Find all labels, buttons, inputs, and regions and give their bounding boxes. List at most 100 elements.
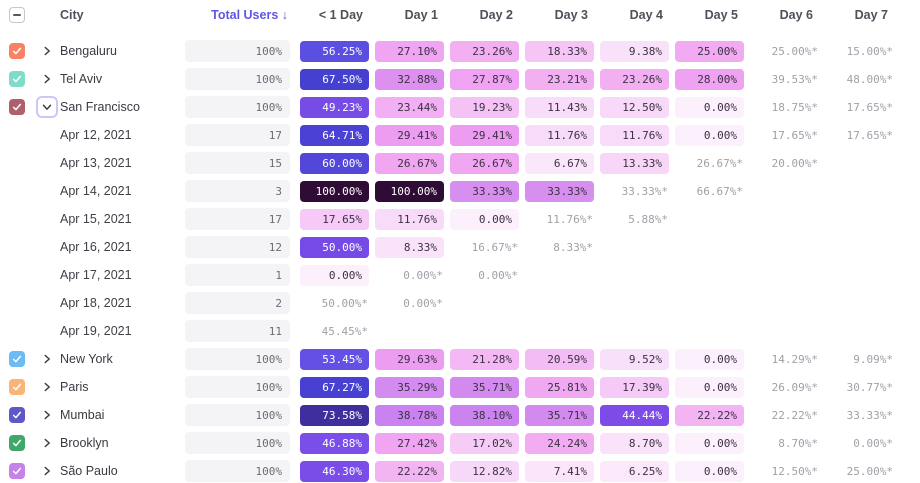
retention-cell-incomplete[interactable]: 45.45%* — [321, 324, 368, 338]
retention-cell[interactable]: 23.26% — [450, 40, 519, 62]
retention-cell[interactable]: 21.28% — [450, 348, 519, 370]
retention-cell[interactable]: 29.63% — [375, 348, 444, 370]
retention-cell[interactable]: 27.87% — [450, 68, 519, 90]
retention-cell[interactable]: 29.41% — [450, 124, 519, 146]
retention-cell-incomplete[interactable]: 15.00%* — [846, 44, 893, 58]
retention-cell[interactable]: 11.76% — [375, 208, 444, 230]
retention-cell[interactable]: 0.00% — [675, 432, 744, 454]
retention-cell[interactable]: 46.88% — [300, 432, 369, 454]
retention-cell[interactable]: 24.24% — [525, 432, 594, 454]
retention-cell[interactable]: 28.00% — [675, 68, 744, 90]
retention-cell[interactable]: 13.33% — [600, 152, 669, 174]
expand-row-button[interactable] — [38, 406, 56, 424]
retention-cell-incomplete[interactable]: 26.09%* — [771, 380, 818, 394]
row-checkbox[interactable] — [9, 99, 25, 115]
retention-cell[interactable]: 9.38% — [600, 40, 669, 62]
retention-cell[interactable]: 17.02% — [450, 432, 519, 454]
retention-cell-incomplete[interactable]: 20.00%* — [771, 156, 818, 170]
row-checkbox[interactable] — [9, 435, 25, 451]
retention-cell[interactable]: 22.22% — [375, 460, 444, 482]
retention-cell[interactable]: 38.78% — [375, 404, 444, 426]
retention-cell-incomplete[interactable]: 0.00%* — [478, 268, 518, 282]
retention-cell-incomplete[interactable]: 17.65%* — [846, 100, 893, 114]
retention-cell-incomplete[interactable]: 66.67%* — [696, 184, 743, 198]
retention-cell[interactable]: 11.76% — [600, 124, 669, 146]
retention-cell[interactable]: 26.67% — [450, 152, 519, 174]
expand-row-button[interactable] — [38, 378, 56, 396]
retention-cell-incomplete[interactable]: 48.00%* — [846, 72, 893, 86]
retention-cell-incomplete[interactable]: 25.00%* — [846, 464, 893, 478]
retention-cell[interactable]: 19.23% — [450, 96, 519, 118]
retention-cell[interactable]: 17.39% — [600, 376, 669, 398]
retention-cell[interactable]: 8.33% — [375, 236, 444, 258]
retention-cell-incomplete[interactable]: 33.33%* — [846, 408, 893, 422]
retention-cell[interactable]: 0.00% — [450, 208, 519, 230]
retention-cell-incomplete[interactable]: 39.53%* — [771, 72, 818, 86]
collapse-row-button[interactable] — [36, 96, 58, 118]
retention-cell[interactable]: 56.25% — [300, 40, 369, 62]
retention-cell[interactable]: 35.29% — [375, 376, 444, 398]
retention-cell[interactable]: 67.50% — [300, 68, 369, 90]
retention-cell[interactable]: 0.00% — [675, 348, 744, 370]
retention-cell[interactable]: 0.00% — [675, 124, 744, 146]
retention-cell[interactable]: 46.30% — [300, 460, 369, 482]
expand-row-button[interactable] — [38, 462, 56, 480]
row-checkbox[interactable] — [9, 379, 25, 395]
retention-cell[interactable]: 33.33% — [525, 180, 594, 202]
retention-cell[interactable]: 33.33% — [450, 180, 519, 202]
retention-cell[interactable]: 25.81% — [525, 376, 594, 398]
retention-cell-incomplete[interactable]: 30.77%* — [846, 380, 893, 394]
retention-cell[interactable]: 38.10% — [450, 404, 519, 426]
retention-cell[interactable]: 35.71% — [450, 376, 519, 398]
expand-row-button[interactable] — [38, 434, 56, 452]
retention-cell-incomplete[interactable]: 17.65%* — [846, 128, 893, 142]
retention-cell-incomplete[interactable]: 25.00%* — [771, 44, 818, 58]
retention-cell-incomplete[interactable]: 16.67%* — [471, 240, 518, 254]
retention-cell[interactable]: 20.59% — [525, 348, 594, 370]
retention-cell-incomplete[interactable]: 17.65%* — [771, 128, 818, 142]
retention-cell[interactable]: 0.00% — [675, 376, 744, 398]
retention-cell[interactable]: 27.10% — [375, 40, 444, 62]
retention-cell[interactable]: 23.44% — [375, 96, 444, 118]
retention-cell[interactable]: 53.45% — [300, 348, 369, 370]
row-checkbox[interactable] — [9, 71, 25, 87]
retention-cell[interactable]: 12.82% — [450, 460, 519, 482]
expand-row-button[interactable] — [38, 70, 56, 88]
retention-cell-incomplete[interactable]: 22.22%* — [771, 408, 818, 422]
row-checkbox[interactable] — [9, 463, 25, 479]
row-checkbox[interactable] — [9, 351, 25, 367]
retention-cell[interactable]: 8.70% — [600, 432, 669, 454]
retention-cell[interactable]: 23.26% — [600, 68, 669, 90]
retention-cell[interactable]: 44.44% — [600, 404, 669, 426]
retention-cell-incomplete[interactable]: 33.33%* — [621, 184, 668, 198]
retention-cell-incomplete[interactable]: 9.09%* — [853, 352, 893, 366]
retention-cell[interactable]: 100.00% — [375, 180, 444, 202]
expand-row-button[interactable] — [38, 350, 56, 368]
retention-cell[interactable]: 49.23% — [300, 96, 369, 118]
retention-cell[interactable]: 100.00% — [300, 180, 369, 202]
retention-cell-incomplete[interactable]: 26.67%* — [696, 156, 743, 170]
retention-cell[interactable]: 23.21% — [525, 68, 594, 90]
column-header-total-users[interactable]: Total Users ↓ — [211, 8, 288, 22]
row-checkbox[interactable] — [9, 407, 25, 423]
retention-cell-incomplete[interactable]: 8.70%* — [778, 436, 818, 450]
expand-row-button[interactable] — [38, 42, 56, 60]
retention-cell[interactable]: 32.88% — [375, 68, 444, 90]
retention-cell-incomplete[interactable]: 0.00%* — [403, 268, 443, 282]
retention-cell-incomplete[interactable]: 0.00%* — [853, 436, 893, 450]
retention-cell[interactable]: 50.00% — [300, 236, 369, 258]
retention-cell[interactable]: 11.76% — [525, 124, 594, 146]
retention-cell-incomplete[interactable]: 11.76%* — [546, 212, 593, 226]
select-all-checkbox[interactable] — [9, 7, 25, 23]
retention-cell[interactable]: 7.41% — [525, 460, 594, 482]
retention-cell[interactable]: 27.42% — [375, 432, 444, 454]
retention-cell[interactable]: 11.43% — [525, 96, 594, 118]
retention-cell[interactable]: 35.71% — [525, 404, 594, 426]
retention-cell[interactable]: 9.52% — [600, 348, 669, 370]
retention-cell[interactable]: 18.33% — [525, 40, 594, 62]
retention-cell[interactable]: 0.00% — [675, 96, 744, 118]
retention-cell[interactable]: 29.41% — [375, 124, 444, 146]
retention-cell[interactable]: 26.67% — [375, 152, 444, 174]
retention-cell-incomplete[interactable]: 8.33%* — [553, 240, 593, 254]
retention-cell[interactable]: 60.00% — [300, 152, 369, 174]
